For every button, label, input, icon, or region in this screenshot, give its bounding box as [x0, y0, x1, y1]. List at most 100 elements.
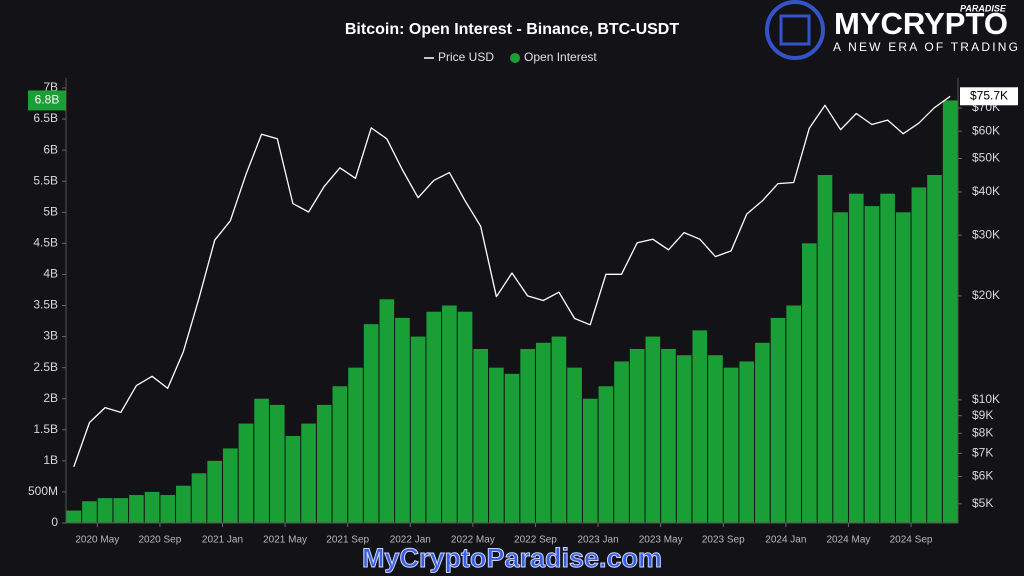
- bar: [661, 349, 676, 523]
- current-oi-label: 6.8B: [35, 93, 60, 107]
- y-tick-label: 500M: [28, 484, 58, 498]
- bar: [723, 367, 739, 523]
- plot-area: [66, 95, 958, 524]
- price-line: [73, 95, 951, 468]
- bar: [614, 361, 629, 523]
- bar: [129, 495, 144, 523]
- bar: [207, 460, 222, 523]
- bar: [504, 373, 520, 523]
- bar: [410, 336, 426, 523]
- bar: [598, 386, 614, 523]
- bar: [708, 355, 723, 523]
- bar: [160, 495, 176, 523]
- x-tick-label: 2022 Jan: [390, 535, 431, 546]
- y-tick-label: 5.5B: [33, 173, 58, 187]
- y2-tick-label: $50K: [972, 151, 1000, 165]
- bar: [66, 510, 82, 523]
- logo-tag: PARADISE: [960, 3, 1007, 13]
- bar: [551, 336, 567, 523]
- y2-tick-label: $40K: [972, 184, 1000, 198]
- bar: [269, 404, 285, 523]
- bar: [426, 311, 442, 523]
- bar: [363, 324, 379, 523]
- bar: [301, 423, 316, 523]
- bar: [645, 336, 661, 523]
- x-tick-label: 2022 Sep: [514, 535, 557, 546]
- bar: [848, 193, 864, 523]
- y-tick-label: 0: [51, 515, 58, 529]
- x-tick-label: 2020 May: [75, 535, 119, 546]
- bar: [880, 193, 895, 523]
- x-tick-label: 2021 May: [263, 535, 307, 546]
- bar: [113, 498, 129, 523]
- bar: [473, 349, 489, 523]
- bar: [191, 473, 207, 523]
- x-tick-label: 2023 Jan: [577, 535, 618, 546]
- bar: [442, 305, 457, 523]
- bar: [97, 498, 113, 523]
- bar: [567, 367, 582, 523]
- bar: [676, 355, 692, 523]
- y2-tick-label: $9K: [972, 408, 993, 422]
- x-tick-label: 2021 Jan: [202, 535, 243, 546]
- logo-name: MYCRYPTO: [834, 6, 1008, 41]
- bar: [755, 342, 770, 523]
- x-tick-label: 2021 Sep: [326, 535, 369, 546]
- bar: [535, 342, 551, 523]
- current-price-label: $75.7K: [970, 88, 1008, 102]
- legend-dot: [510, 53, 521, 63]
- x-tick-label: 2024 Sep: [890, 535, 933, 546]
- bar: [802, 243, 817, 523]
- x-tick-label: 2020 Sep: [138, 535, 181, 546]
- y2-tick-label: $30K: [972, 227, 1000, 241]
- bar: [176, 485, 191, 523]
- bar: [817, 175, 833, 523]
- bar: [786, 305, 802, 523]
- y-tick-label: 2B: [43, 391, 58, 405]
- bar: [379, 299, 395, 523]
- bar: [82, 501, 97, 523]
- bar: [864, 206, 880, 524]
- bar: [254, 398, 269, 523]
- y2-tick-label: $7K: [972, 446, 993, 460]
- y2-tick-label: $8K: [972, 426, 993, 440]
- y2-tick-label: $10K: [972, 392, 1000, 406]
- y-tick-label: 1.5B: [33, 422, 58, 436]
- x-tick-label: 2023 May: [639, 535, 683, 546]
- current-price-box: [960, 87, 1018, 106]
- watermark: MyCryptoParadise.com: [362, 543, 662, 573]
- x-tick-label: 2022 May: [451, 535, 495, 546]
- logo-slogan: A NEW ERA OF TRADING: [833, 40, 1020, 54]
- x-tick-label: 2024 May: [826, 535, 870, 546]
- bar: [395, 317, 410, 523]
- bar: [927, 175, 942, 523]
- bar: [739, 361, 755, 523]
- bar: [833, 212, 848, 524]
- y-tick-label: 4B: [43, 267, 58, 281]
- y2-tick-label: $20K: [972, 288, 1000, 302]
- y-tick-label: 5B: [43, 204, 58, 218]
- bar: [520, 349, 535, 523]
- logo-icon: [765, 0, 825, 60]
- bar: [770, 317, 786, 523]
- y2-tick-label: $6K: [972, 469, 993, 483]
- y-tick-label: 3B: [43, 329, 58, 343]
- bar: [895, 212, 911, 524]
- y2-tick-label: $5K: [972, 496, 993, 510]
- current-oi-box: [28, 90, 66, 111]
- legend: Price USD Open Interest: [424, 50, 597, 64]
- y-tick-label: 1B: [43, 453, 58, 467]
- bar: [348, 367, 363, 523]
- bar: [692, 330, 708, 523]
- y2-tick-label: $60K: [972, 123, 1000, 137]
- bar: [144, 491, 160, 523]
- logo: PARADISE MYCRYPTO A NEW ERA OF TRADING: [765, 0, 1020, 60]
- legend-label: Price USD: [438, 50, 494, 64]
- bar: [316, 404, 332, 523]
- bar: [911, 187, 927, 523]
- bar: [285, 436, 301, 523]
- bar: [457, 311, 473, 523]
- bar: [238, 423, 254, 523]
- y-tick-label: 3.5B: [33, 298, 58, 312]
